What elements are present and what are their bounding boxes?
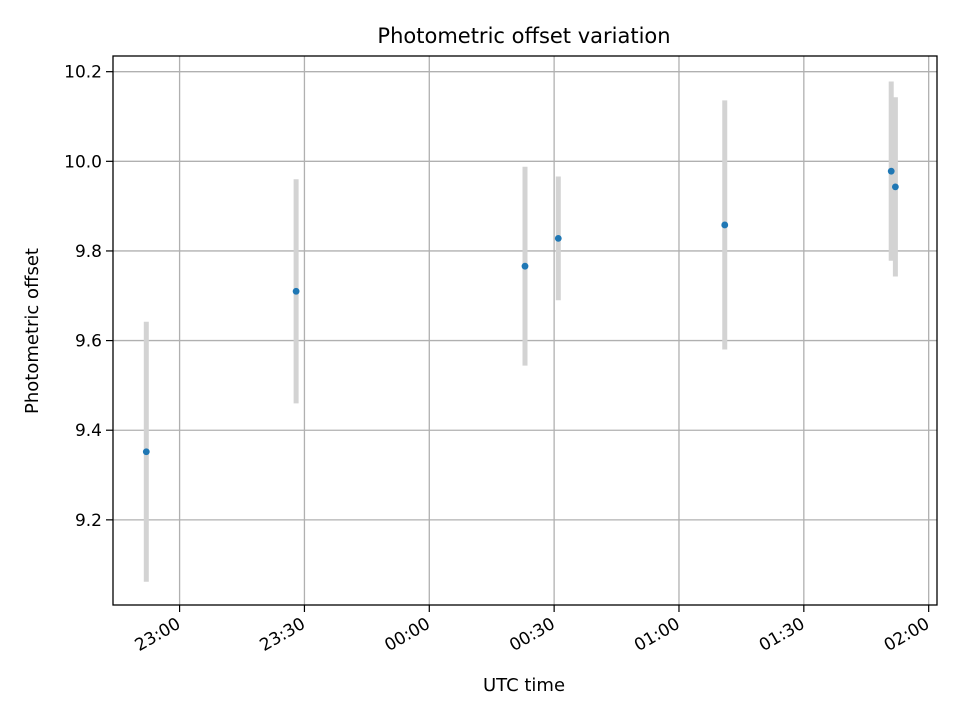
y-tick-label: 9.8 [75,242,102,262]
x-tick-label: 02:00 [881,614,933,656]
y-tick-label: 9.2 [75,511,102,531]
grid-lines [113,56,937,605]
x-axis-label: UTC time [483,675,565,696]
data-points [142,167,899,456]
axis-ticks: 23:00 23:30 00:00 00:30 01:00 01:30 02:00 9.2 9.… [64,63,933,656]
error-bars [143,81,898,582]
y-tick-label: 10.0 [64,152,102,172]
data-point [142,448,150,456]
data-point [554,235,562,242]
data-point [891,183,899,191]
y-axis-label: Photometric offset [22,248,43,414]
y-tick-label: 10.2 [64,63,102,83]
data-point [521,262,529,270]
x-tick-label: 01:00 [631,614,683,656]
data-point [721,221,729,229]
x-tick-label: 01:30 [756,614,808,656]
x-tick-label: 23:30 [256,614,308,656]
data-point [887,167,895,175]
data-point [292,287,300,295]
y-tick-label: 9.4 [75,421,102,441]
y-tick-label: 9.6 [75,332,102,352]
chart-title: Photometric offset variation [377,24,670,48]
plot-frame [112,55,938,606]
x-tick-label: 00:00 [381,614,433,656]
x-tick-label: 00:30 [506,614,558,656]
x-tick-label: 23:00 [132,614,184,656]
